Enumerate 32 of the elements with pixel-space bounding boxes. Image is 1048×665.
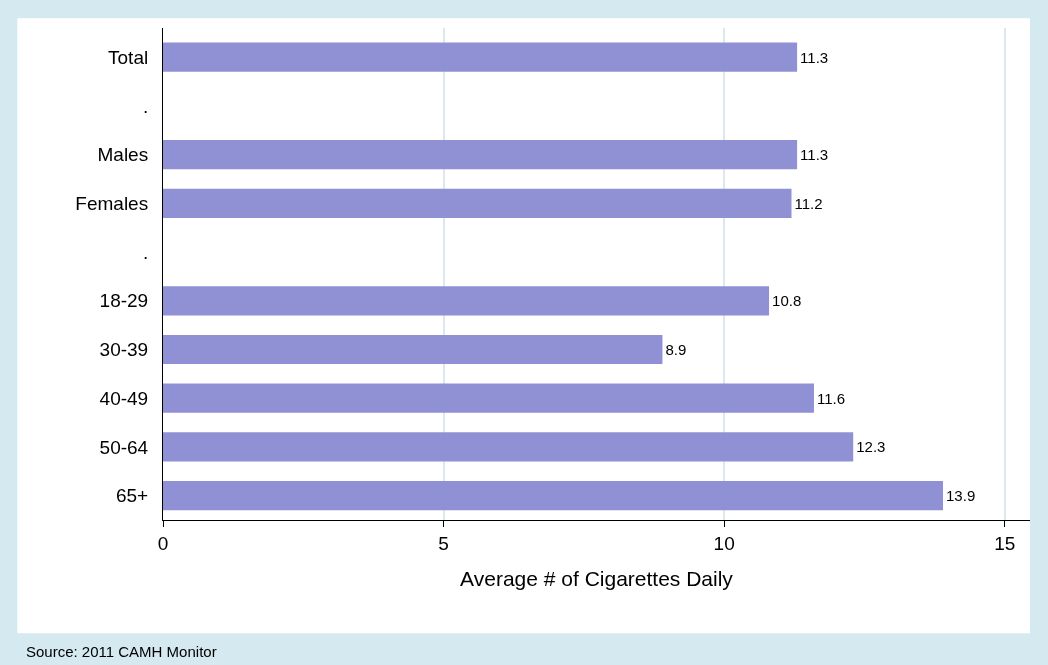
- y-tick-label: 30-39: [99, 339, 149, 361]
- y-tick-label: 50-64: [99, 436, 149, 458]
- data-label: 11.2: [794, 194, 823, 212]
- x-tick-label: 0: [157, 532, 169, 554]
- y-tick-label: .: [142, 95, 149, 117]
- bar: [163, 334, 663, 365]
- bar: [163, 286, 770, 316]
- data-label: 11.3: [800, 146, 829, 164]
- data-label: 12.3: [856, 438, 886, 456]
- bar: [163, 188, 792, 218]
- x-axis-title: Average # of Cigarettes Daily: [460, 567, 734, 590]
- data-label: 8.9: [665, 341, 687, 359]
- data-label: 11.6: [816, 389, 846, 407]
- data-label: 13.9: [946, 487, 976, 505]
- data-label: 11.3: [800, 48, 829, 66]
- x-tick-label: 5: [438, 532, 449, 554]
- bar: [163, 481, 944, 511]
- y-tick-label: 18-29: [99, 290, 149, 312]
- x-tick-label: 10: [713, 532, 735, 554]
- data-label: 10.8: [772, 292, 802, 310]
- bar: [163, 42, 798, 72]
- x-tick-label: 15: [994, 532, 1016, 554]
- y-tick-label: Total: [108, 46, 149, 68]
- y-tick-label: Females: [75, 193, 149, 215]
- bar: [163, 140, 798, 170]
- y-tick-label: Males: [97, 144, 149, 166]
- y-tick-label: 40-49: [99, 387, 149, 409]
- y-tick-label: .: [142, 241, 149, 263]
- y-tick-label: 65+: [115, 485, 149, 507]
- bar: [163, 432, 854, 462]
- bar: [163, 383, 814, 413]
- source-note: Source: 2011 CAMH Monitor: [26, 643, 217, 660]
